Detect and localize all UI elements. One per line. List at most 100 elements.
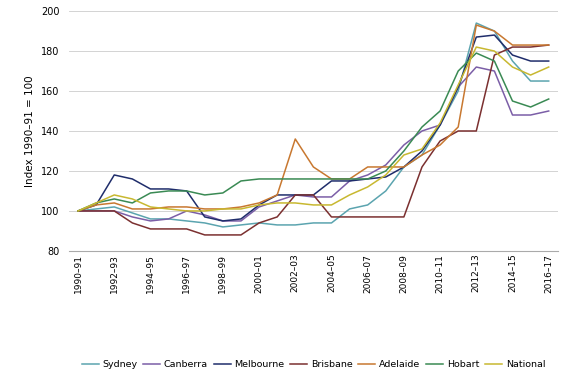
National: [455, 83, 462, 87]
Brisbane: [509, 45, 516, 49]
Adelaide: [274, 193, 281, 197]
Adelaide: [292, 137, 299, 141]
Brisbane: [436, 139, 443, 143]
National: [436, 121, 443, 125]
Hobart: [201, 193, 208, 197]
Adelaide: [419, 153, 426, 157]
Canberra: [274, 199, 281, 203]
Hobart: [364, 177, 371, 181]
Line: Adelaide: Adelaide: [78, 25, 549, 211]
Sydney: [256, 221, 263, 225]
Canberra: [310, 195, 317, 199]
Adelaide: [509, 43, 516, 47]
Melbourne: [382, 175, 389, 179]
Hobart: [436, 109, 443, 113]
Canberra: [436, 123, 443, 127]
Brisbane: [183, 227, 190, 231]
Canberra: [382, 163, 389, 167]
Melbourne: [256, 203, 263, 207]
Sydney: [201, 221, 208, 225]
Brisbane: [220, 233, 227, 237]
Melbourne: [93, 203, 99, 207]
Sydney: [419, 153, 426, 157]
Hobart: [328, 177, 335, 181]
Melbourne: [346, 179, 353, 183]
National: [509, 65, 516, 69]
National: [220, 207, 227, 211]
Sydney: [491, 29, 498, 33]
Sydney: [292, 223, 299, 227]
Canberra: [545, 109, 552, 113]
National: [473, 45, 480, 49]
Sydney: [509, 59, 516, 63]
Brisbane: [491, 53, 498, 57]
Brisbane: [328, 215, 335, 219]
Hobart: [509, 99, 516, 103]
Sydney: [111, 205, 118, 209]
Hobart: [419, 125, 426, 129]
Melbourne: [165, 187, 172, 191]
Hobart: [310, 177, 317, 181]
Adelaide: [328, 177, 335, 181]
Sydney: [129, 211, 136, 215]
National: [545, 65, 552, 69]
Sydney: [545, 79, 552, 83]
Adelaide: [455, 125, 462, 129]
Hobart: [473, 51, 480, 55]
Adelaide: [201, 207, 208, 211]
Adelaide: [310, 165, 317, 169]
Melbourne: [147, 187, 154, 191]
Adelaide: [364, 165, 371, 169]
Canberra: [527, 113, 534, 117]
Canberra: [509, 113, 516, 117]
Adelaide: [473, 23, 480, 27]
Canberra: [93, 209, 99, 213]
Brisbane: [129, 221, 136, 225]
Hobart: [237, 179, 244, 183]
Sydney: [527, 79, 534, 83]
Hobart: [274, 177, 281, 181]
Melbourne: [292, 193, 299, 197]
Canberra: [201, 213, 208, 217]
Adelaide: [527, 43, 534, 47]
Brisbane: [400, 215, 407, 219]
Melbourne: [183, 189, 190, 193]
National: [491, 49, 498, 53]
Brisbane: [292, 193, 299, 197]
Canberra: [256, 205, 263, 209]
Sydney: [346, 207, 353, 211]
Brisbane: [455, 129, 462, 133]
Adelaide: [237, 205, 244, 209]
Sydney: [364, 203, 371, 207]
Adelaide: [93, 203, 99, 207]
Canberra: [419, 129, 426, 133]
Canberra: [400, 143, 407, 147]
Canberra: [491, 69, 498, 73]
Brisbane: [346, 215, 353, 219]
National: [93, 201, 99, 205]
Brisbane: [545, 43, 552, 47]
Hobart: [382, 169, 389, 173]
Melbourne: [328, 179, 335, 183]
Adelaide: [400, 165, 407, 169]
Hobart: [545, 97, 552, 101]
National: [364, 185, 371, 189]
Brisbane: [93, 209, 99, 213]
Hobart: [346, 177, 353, 181]
Line: Melbourne: Melbourne: [78, 35, 549, 221]
Hobart: [93, 201, 99, 205]
Adelaide: [382, 165, 389, 169]
National: [75, 209, 82, 213]
Melbourne: [75, 209, 82, 213]
Canberra: [455, 85, 462, 89]
Hobart: [111, 197, 118, 201]
Adelaide: [147, 207, 154, 211]
Brisbane: [201, 233, 208, 237]
Y-axis label: Index 1990–91 = 100: Index 1990–91 = 100: [25, 75, 35, 187]
National: [328, 203, 335, 207]
Sydney: [237, 223, 244, 227]
Adelaide: [436, 143, 443, 147]
Canberra: [364, 173, 371, 177]
Sydney: [220, 225, 227, 229]
Brisbane: [147, 227, 154, 231]
